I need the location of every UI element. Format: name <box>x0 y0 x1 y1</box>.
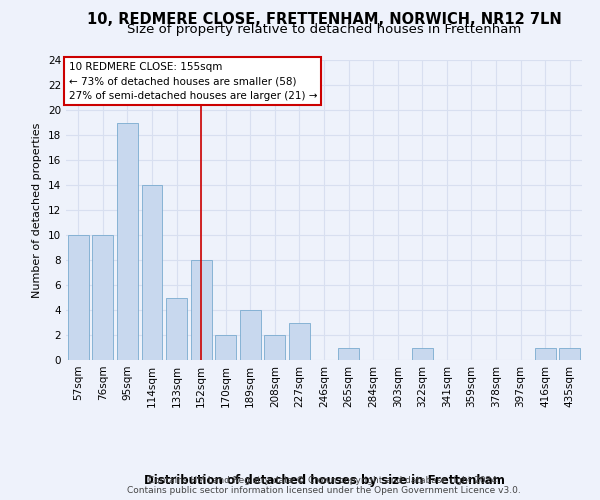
Text: 10 REDMERE CLOSE: 155sqm
← 73% of detached houses are smaller (58)
27% of semi-d: 10 REDMERE CLOSE: 155sqm ← 73% of detach… <box>68 62 317 101</box>
Bar <box>92 235 113 360</box>
X-axis label: Distribution of detached houses by size in Frettenham: Distribution of detached houses by size … <box>143 474 505 486</box>
Bar <box>117 122 138 360</box>
Y-axis label: Number of detached properties: Number of detached properties <box>32 122 43 298</box>
Text: Contains HM Land Registry data © Crown copyright and database right 2024.
Contai: Contains HM Land Registry data © Crown c… <box>127 476 521 495</box>
Text: Size of property relative to detached houses in Frettenham: Size of property relative to detached ho… <box>127 22 521 36</box>
Bar <box>166 298 187 360</box>
Bar <box>191 260 212 360</box>
Bar <box>289 322 310 360</box>
Bar <box>559 348 580 360</box>
Bar <box>535 348 556 360</box>
Text: 10, REDMERE CLOSE, FRETTENHAM, NORWICH, NR12 7LN: 10, REDMERE CLOSE, FRETTENHAM, NORWICH, … <box>86 12 562 28</box>
Bar <box>412 348 433 360</box>
Bar <box>142 185 163 360</box>
Bar <box>338 348 359 360</box>
Bar <box>265 335 286 360</box>
Bar <box>240 310 261 360</box>
Bar <box>215 335 236 360</box>
Bar <box>68 235 89 360</box>
